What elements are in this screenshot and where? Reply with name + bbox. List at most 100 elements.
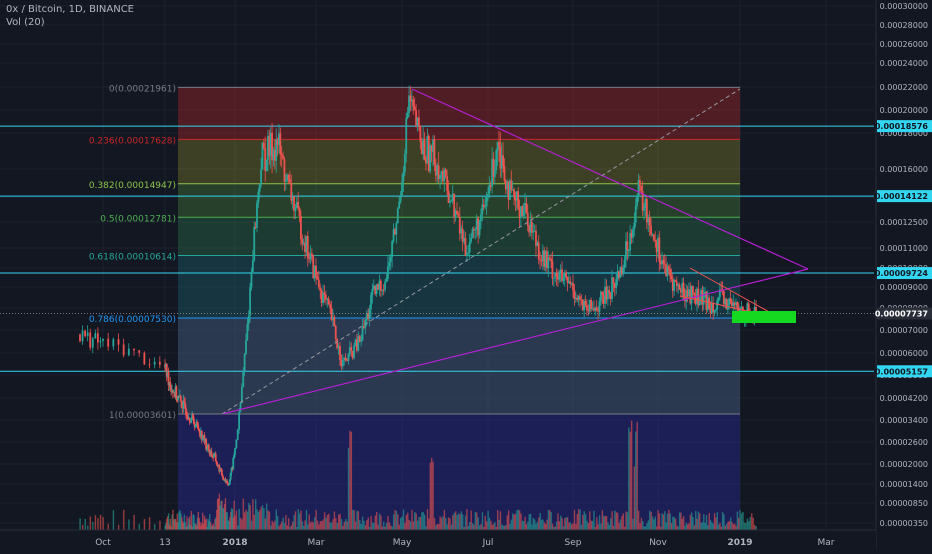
volume-bar xyxy=(650,511,652,530)
candle-body xyxy=(470,237,472,243)
volume-bar xyxy=(562,526,565,530)
candle-body xyxy=(685,290,688,302)
volume-label: Vol (20) xyxy=(6,17,45,28)
volume-bar xyxy=(215,517,217,530)
volume-bar xyxy=(356,510,358,530)
candle-body xyxy=(477,218,480,236)
volume-bar xyxy=(216,509,218,530)
volume-bar xyxy=(728,520,731,530)
volume-bar xyxy=(681,518,683,530)
volume-bar xyxy=(309,522,312,530)
volume-bar xyxy=(571,524,573,530)
volume-bar xyxy=(725,523,728,530)
volume-bar xyxy=(337,514,340,530)
candle-body xyxy=(584,301,587,306)
volume-bar xyxy=(752,517,754,530)
candle-body xyxy=(434,164,437,176)
candle-body xyxy=(718,289,721,298)
candle-body xyxy=(652,234,655,241)
volume-bar xyxy=(512,513,514,530)
candle-body xyxy=(733,303,736,305)
volume-bar xyxy=(715,517,717,530)
volume-bar xyxy=(603,515,605,530)
candle-body xyxy=(221,475,224,479)
candle-body xyxy=(747,303,750,312)
volume-bar xyxy=(189,524,192,530)
candle-body xyxy=(408,95,410,113)
volume-bar xyxy=(214,519,216,530)
candle-body xyxy=(651,234,654,236)
volume-bar xyxy=(183,514,186,530)
volume-bar xyxy=(549,510,551,530)
candle-body xyxy=(284,180,287,182)
candle-body xyxy=(447,190,450,204)
volume-bar xyxy=(185,526,187,530)
candle-body xyxy=(547,257,550,269)
candle-body xyxy=(616,271,619,279)
candle-body xyxy=(541,250,544,262)
volume-bar xyxy=(611,511,613,530)
candle-body xyxy=(601,291,604,296)
candle-body xyxy=(529,221,532,233)
candle-body xyxy=(420,141,423,155)
volume-bar xyxy=(81,524,84,530)
candle-body xyxy=(640,185,643,192)
volume-bar xyxy=(677,526,679,530)
y-tick-label: 0.00028000 xyxy=(880,21,928,30)
fib-level-label: 0.382(0.00014947) xyxy=(89,181,176,191)
volume-bar xyxy=(635,431,637,530)
volume-bar xyxy=(364,525,367,530)
volume-bar xyxy=(367,517,369,530)
candle-body xyxy=(637,179,640,196)
volume-bar xyxy=(568,522,570,530)
volume-bar xyxy=(391,526,393,530)
candle-body xyxy=(153,361,156,365)
candle-body xyxy=(337,345,340,348)
volume-bar xyxy=(281,521,283,530)
candle-body xyxy=(412,99,415,107)
candle-body xyxy=(305,235,308,253)
volume-bar xyxy=(177,522,179,530)
volume-bar xyxy=(689,514,692,530)
volume-bar xyxy=(550,512,552,530)
volume-bar xyxy=(705,515,708,530)
volume-bar xyxy=(591,521,594,530)
volume-bar xyxy=(686,524,689,530)
candle-body xyxy=(558,273,561,280)
volume-bar xyxy=(535,523,537,530)
volume-bar xyxy=(502,525,504,530)
volume-bar xyxy=(228,520,230,530)
volume-bar xyxy=(305,509,308,530)
volume-bar xyxy=(312,522,315,530)
candle-body xyxy=(346,360,348,362)
volume-bar xyxy=(195,523,197,530)
candle-body xyxy=(394,229,396,235)
chart-title: 0x / Bitcoin, 1D, BINANCE xyxy=(6,4,134,15)
volume-bar xyxy=(517,509,519,530)
volume-bar xyxy=(316,520,319,530)
candle-body xyxy=(214,453,217,462)
candle-body xyxy=(196,422,199,425)
volume-bar xyxy=(336,522,338,530)
volume-bar xyxy=(720,526,722,530)
candle-body xyxy=(180,401,183,408)
candle-body xyxy=(413,106,416,111)
candle-body xyxy=(299,215,302,240)
volume-bar xyxy=(474,511,477,530)
candle-body xyxy=(192,418,195,424)
volume-bar xyxy=(252,499,254,530)
volume-bar xyxy=(488,517,491,530)
candle-body xyxy=(201,438,204,440)
x-tick-label: Jul xyxy=(482,538,494,548)
candle-body xyxy=(253,226,256,261)
candle-body xyxy=(422,138,425,155)
volume-bar xyxy=(440,517,443,530)
volume-bar xyxy=(289,526,291,530)
volume-bar xyxy=(267,510,269,530)
candle-body xyxy=(500,155,503,169)
volume-bar xyxy=(245,509,247,530)
candle-body xyxy=(491,158,494,187)
volume-bar xyxy=(303,525,305,530)
